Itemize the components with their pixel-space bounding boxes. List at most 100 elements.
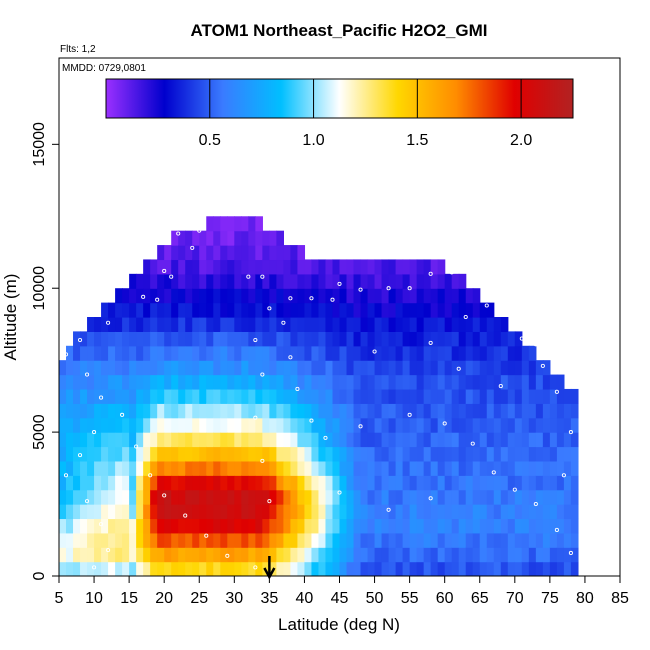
heatmap-cell <box>381 345 390 361</box>
heatmap-cell <box>325 273 334 289</box>
heatmap-cell <box>472 374 481 390</box>
heatmap-cell <box>227 216 235 232</box>
heatmap-cell <box>472 504 481 520</box>
heatmap-cell <box>115 489 123 505</box>
heatmap-cell <box>227 345 235 361</box>
heatmap-cell <box>94 518 102 534</box>
heatmap-cell <box>311 432 320 448</box>
heatmap-cell <box>493 374 502 390</box>
heatmap-cell <box>535 489 544 505</box>
heatmap-cell <box>304 345 313 361</box>
heatmap-cell <box>472 302 481 318</box>
flight-track-point <box>428 496 433 501</box>
heatmap-cell <box>59 475 67 491</box>
heatmap-cell <box>304 317 313 332</box>
heatmap-cell <box>213 288 221 304</box>
heatmap-cell <box>521 360 530 376</box>
heatmap-cell <box>437 518 446 534</box>
heatmap-cell <box>402 374 411 390</box>
heatmap-cell <box>262 345 270 361</box>
flight-track-point <box>253 337 258 343</box>
heatmap-cell <box>381 360 390 376</box>
heatmap-cell <box>206 302 214 318</box>
heatmap-cell <box>402 504 411 520</box>
heatmap-cell <box>164 432 172 448</box>
heatmap-cell <box>353 475 362 491</box>
heatmap-cell <box>150 302 158 318</box>
heatmap-cell <box>311 547 320 563</box>
heatmap-cell <box>542 460 551 476</box>
heatmap-cell <box>206 230 214 246</box>
heatmap-cell <box>80 518 88 534</box>
heatmap-cell <box>549 532 558 548</box>
heatmap-cell <box>395 417 404 433</box>
heatmap-cell <box>101 532 109 548</box>
heatmap-cell <box>493 446 502 462</box>
heatmap-cell <box>570 532 579 548</box>
heatmap-cell <box>570 388 579 404</box>
heatmap-cell <box>206 317 214 332</box>
heatmap-cell <box>290 288 299 304</box>
heatmap-cell <box>395 460 404 476</box>
colorbar-tick-label: 1.5 <box>406 132 428 149</box>
heatmap-cell <box>171 417 179 433</box>
heatmap-cell <box>283 460 292 476</box>
heatmap-cell <box>199 489 207 505</box>
heatmap-cell <box>129 374 137 390</box>
heatmap-cell <box>514 360 523 376</box>
heatmap-cell <box>325 518 334 534</box>
heatmap-cell <box>164 489 172 505</box>
y-axis-label: Altitude (m) <box>1 274 20 361</box>
heatmap-cell <box>563 417 572 433</box>
heatmap-cell <box>129 360 137 376</box>
heatmap-cell <box>500 547 509 563</box>
heatmap-cell <box>458 432 467 448</box>
heatmap-cell <box>227 302 235 318</box>
heatmap-cell <box>353 288 362 304</box>
heatmap-cell <box>80 360 88 376</box>
heatmap-cell <box>220 446 228 462</box>
heatmap-cell <box>255 489 263 505</box>
heatmap-cell <box>101 345 109 361</box>
heatmap-cell <box>213 432 221 448</box>
heatmap-cell <box>269 288 277 304</box>
heatmap-cell <box>255 273 263 289</box>
heatmap-cell <box>283 388 292 404</box>
heatmap-cell <box>276 345 284 361</box>
heatmap-cell <box>241 547 249 563</box>
heatmap-cell <box>234 432 242 448</box>
heatmap-cell <box>276 374 284 390</box>
heatmap-cell <box>556 475 565 491</box>
heatmap-cell <box>290 388 299 404</box>
heatmap-cell <box>276 403 284 419</box>
heatmap-cell <box>241 230 249 246</box>
heatmap-cell <box>465 403 474 419</box>
heatmap-cell <box>346 417 355 433</box>
heatmap-cell <box>563 446 572 462</box>
heatmap-cell <box>199 446 207 462</box>
heatmap-cell <box>542 475 551 491</box>
heatmap-cell <box>276 547 284 563</box>
heatmap-cell <box>206 374 214 390</box>
heatmap-cell <box>388 273 397 289</box>
heatmap-cell <box>346 504 355 520</box>
heatmap-cell <box>66 532 74 548</box>
heatmap-cell <box>535 446 544 462</box>
heatmap-cell <box>199 561 207 576</box>
heatmap-cell <box>269 273 277 289</box>
heatmap-cell <box>395 504 404 520</box>
heatmap-cell <box>143 302 151 318</box>
heatmap-cell <box>213 259 221 275</box>
heatmap-cell <box>507 432 516 448</box>
heatmap-cell <box>367 518 376 534</box>
heatmap-cell <box>535 374 544 390</box>
heatmap-cell <box>122 489 130 505</box>
heatmap-cell <box>374 317 383 332</box>
heatmap-cell <box>395 403 404 419</box>
heatmap-cell <box>290 460 299 476</box>
heatmap-cell <box>332 489 341 505</box>
heatmap-cell <box>150 388 158 404</box>
heatmap-cell <box>185 288 193 304</box>
heatmap-cell <box>311 345 320 361</box>
heatmap-cell <box>472 489 481 505</box>
